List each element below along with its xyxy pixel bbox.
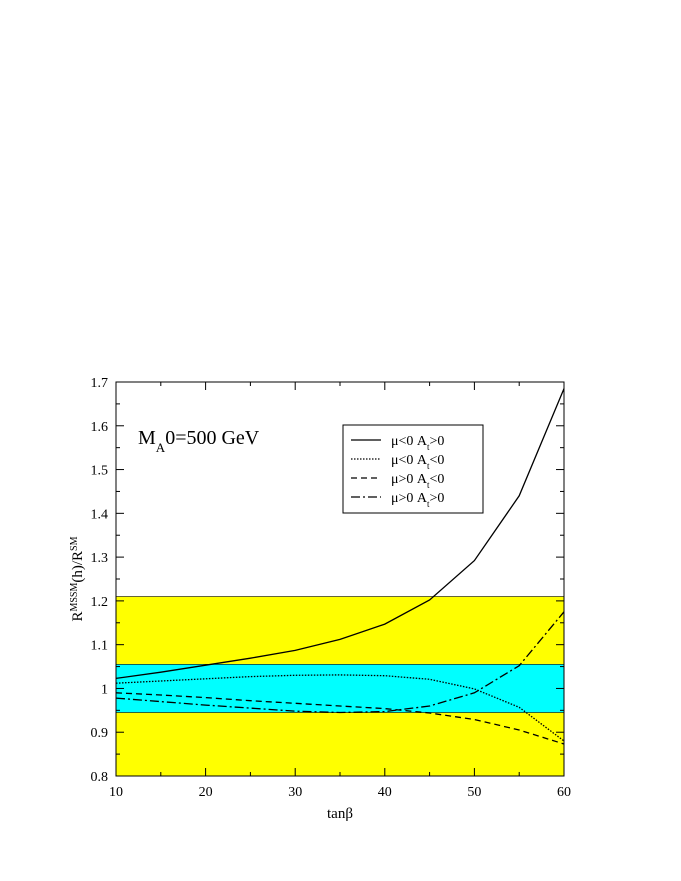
series-line-solid [115, 388, 565, 680]
series-layer [115, 388, 565, 745]
y-label-main: R [70, 612, 86, 622]
x-tick-label: 20 [199, 785, 213, 800]
plot-frame [115, 381, 565, 777]
legend-label-sub: t [427, 480, 430, 490]
x-tick-label: 10 [109, 785, 123, 800]
legend-label-main: μ>0 A [391, 472, 428, 487]
y-tick-label: 0.8 [91, 770, 109, 785]
y-tick-label: 1.2 [91, 595, 109, 610]
series-line-dashdot [115, 611, 565, 714]
legend-label-sub: t [427, 461, 430, 471]
y-tick-label: 1.4 [91, 507, 109, 522]
legend-label-cond: <0 [430, 472, 445, 487]
legend-label-main: μ<0 A [391, 453, 428, 468]
y-axis-label: RMSSM(h)/RSM [69, 536, 87, 621]
bands-layer [115, 596, 565, 777]
legend-label: μ>0 At>0 [391, 491, 444, 509]
band-1 [115, 664, 565, 713]
legend-label: μ<0 At<0 [391, 453, 444, 471]
y-tick-label: 1.5 [91, 464, 109, 479]
y-label-sup2: SM [69, 536, 80, 551]
legend-label-cond: >0 [430, 491, 445, 506]
y-tick-label: 1.6 [91, 420, 109, 435]
legend-label-sub: t [427, 499, 430, 509]
legend: μ<0 At>0μ<0 At<0μ>0 At<0μ>0 At>0 [342, 424, 484, 514]
y-tick-label: 1.7 [91, 376, 109, 391]
mass-annotation: MA0=500 GeV [138, 427, 260, 455]
y-tick-label: 1.3 [91, 551, 109, 566]
legend-label-main: μ<0 A [391, 434, 428, 449]
x-tick-label: 50 [467, 785, 481, 800]
x-tick-label: 30 [288, 785, 302, 800]
legend-label-cond: >0 [430, 434, 445, 449]
series-line-dashed [115, 692, 565, 745]
x-tick-label: 60 [557, 785, 571, 800]
x-axis-label: tanβ [327, 806, 353, 822]
y-tick-label: 0.9 [91, 726, 109, 741]
y-tick-label: 1.1 [91, 639, 109, 654]
tick-labels-layer: 10 20 30 40 50 60 0.8 0.9 1 1.1 1.2 1.3 1.4 1.5 1.6 1.7 [91, 376, 572, 800]
x-tick-label: 40 [378, 785, 392, 800]
annotation-sub2: 0 [165, 427, 175, 449]
annotation-sub1: A [156, 440, 166, 455]
legend-label: μ>0 At<0 [391, 472, 444, 490]
y-label-sup1: MSSM [69, 582, 80, 611]
series-line-dotted [115, 674, 565, 742]
legend-label-sub: t [427, 442, 430, 452]
legend-label: μ<0 At>0 [391, 434, 444, 452]
annotation-main: M [138, 427, 156, 449]
legend-label-main: μ>0 A [391, 491, 428, 506]
annotation-rest: =500 GeV [175, 427, 260, 449]
y-tick-label: 1 [101, 682, 108, 697]
y-label-mid: (h)/R [70, 551, 86, 583]
legend-label-cond: <0 [430, 453, 445, 468]
